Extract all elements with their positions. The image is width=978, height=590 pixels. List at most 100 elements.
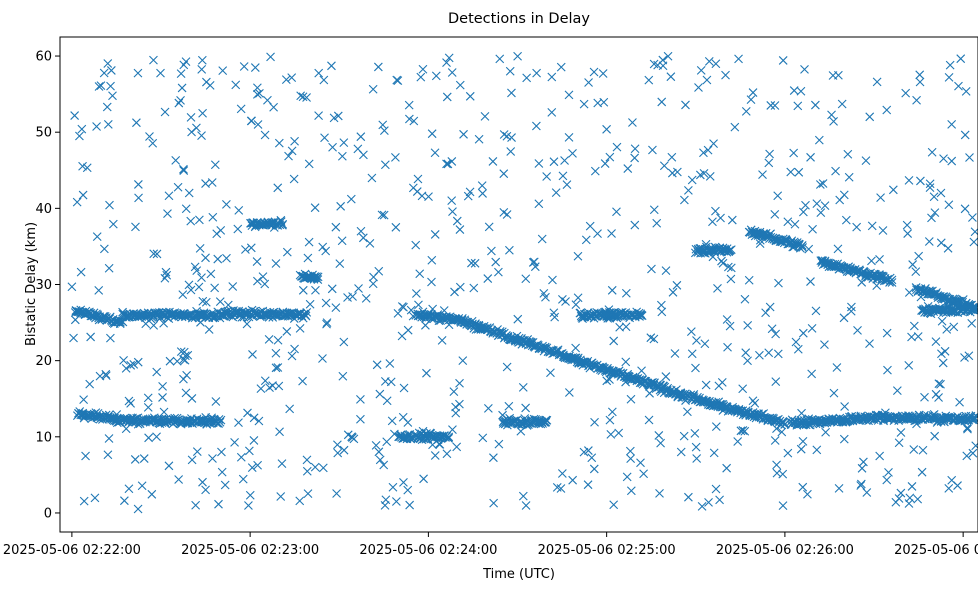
scatter-point (772, 424, 781, 434)
scatter-point (179, 347, 189, 357)
scatter-point (375, 455, 385, 465)
scatter-point (718, 258, 728, 268)
scatter-point (576, 311, 586, 321)
scatter-point (197, 55, 207, 65)
scatter-point (244, 446, 254, 456)
scatter-point (406, 305, 416, 315)
scatter-point (447, 196, 457, 206)
scatter-point (260, 279, 270, 289)
scatter-point (927, 147, 937, 157)
scatter-point (231, 80, 241, 90)
y-axis: 0 10 20 30 40 50 60 (35, 50, 60, 521)
scatter-point (242, 319, 252, 329)
scatter-point (918, 445, 928, 455)
scatter-point (912, 412, 921, 422)
scatter-point (949, 322, 959, 332)
scatter-point (901, 88, 911, 98)
scatter-point (133, 180, 143, 189)
scatter-point (331, 222, 341, 232)
scatter-point (521, 274, 531, 284)
scatter-point (663, 51, 673, 61)
scatter-point (126, 360, 136, 370)
scatter-point (412, 187, 422, 196)
scatter-point (598, 69, 608, 78)
scatter-point (252, 83, 262, 93)
scatter-point (534, 159, 544, 168)
scatter-point (234, 206, 244, 215)
scatter-point (378, 120, 388, 130)
scatter-point (371, 440, 381, 450)
scatter-point (312, 272, 321, 282)
scatter-point (904, 499, 914, 508)
scatter-point (119, 496, 129, 506)
scatter-point (255, 88, 264, 98)
scatter-point (839, 434, 849, 444)
scatter-point (476, 325, 486, 334)
scatter-point (687, 175, 697, 185)
scatter-point (840, 402, 850, 411)
scatter-point (542, 415, 552, 425)
scatter-point (269, 102, 279, 112)
scatter-point (380, 500, 390, 510)
scatter-point (79, 496, 89, 506)
scatter-point (247, 463, 257, 473)
scatter-point (278, 220, 287, 230)
scatter-point (195, 243, 205, 253)
scatter-point (711, 422, 721, 431)
scatter-point (936, 379, 945, 389)
scatter-point (690, 429, 700, 438)
scatter-point (637, 366, 646, 376)
scatter-point (711, 484, 721, 494)
scatter-point (367, 173, 377, 183)
scatter-point (694, 83, 703, 92)
scatter-point (669, 386, 679, 396)
scatter-point (502, 131, 512, 141)
scatter-point (346, 194, 356, 204)
scatter-point (176, 95, 185, 105)
scatter-point (248, 350, 257, 359)
scatter-point (547, 108, 557, 117)
scatter-point (696, 65, 706, 75)
scatter-point (837, 99, 847, 109)
scatter-point (397, 302, 407, 311)
scatter-point (727, 215, 737, 225)
scatter-point (770, 101, 780, 110)
scatter-point (399, 383, 409, 393)
scatter-point (494, 439, 504, 449)
scatter-point (184, 280, 194, 290)
scatter-point (211, 397, 221, 406)
scatter-point (912, 95, 921, 105)
scatter-point (726, 274, 736, 284)
scatter-point (430, 230, 440, 239)
scatter-point (179, 166, 189, 175)
scatter-point (964, 351, 974, 361)
scatter-point (796, 444, 806, 454)
scatter-point (684, 186, 693, 195)
scatter-point (320, 133, 329, 143)
scatter-point (121, 424, 131, 434)
scatter-point (689, 390, 699, 399)
scatter-point (518, 491, 528, 501)
scatter-point (419, 474, 428, 484)
scatter-point (430, 451, 440, 460)
scatter-point (304, 237, 314, 247)
scatter-point (770, 209, 780, 219)
scatter-point (391, 152, 400, 162)
scatter-point (305, 299, 315, 309)
scatter-point (413, 174, 423, 184)
scatter-point (184, 188, 194, 198)
scatter-point (258, 272, 268, 282)
scatter-point (266, 52, 275, 62)
scatter-point (478, 433, 488, 443)
scatter-point (657, 97, 667, 107)
scatter-point (347, 432, 357, 442)
scatter-point (198, 108, 207, 118)
scatter-point (488, 157, 498, 166)
scatter-point (104, 434, 114, 443)
scatter-point (538, 343, 548, 353)
scatter-point (853, 267, 862, 277)
scatter-point (705, 172, 715, 181)
scatter-point (179, 374, 188, 384)
scatter-point (773, 191, 783, 201)
scatter-point (723, 342, 732, 352)
